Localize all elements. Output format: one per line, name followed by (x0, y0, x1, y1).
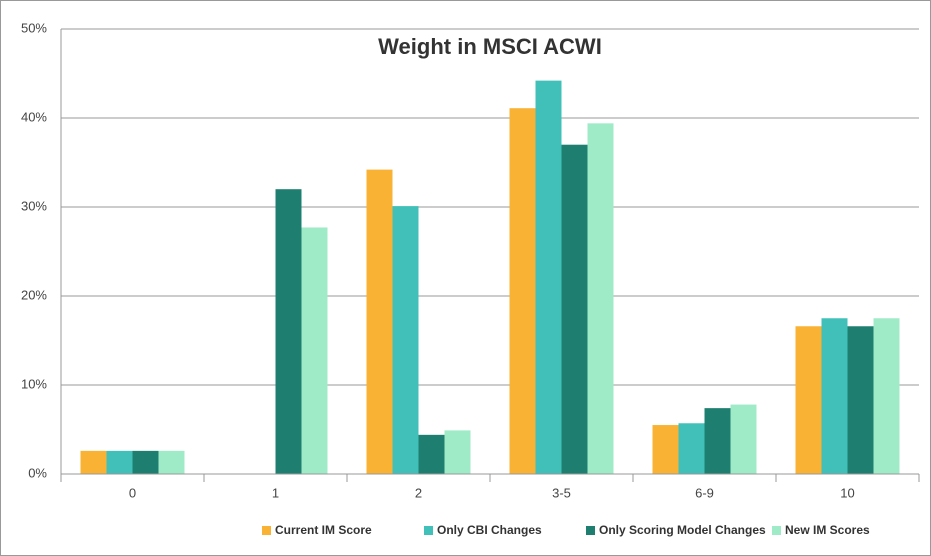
legend-swatch (262, 526, 271, 535)
bar (275, 189, 302, 474)
bar (730, 404, 757, 474)
bar (301, 227, 328, 474)
bar (704, 408, 731, 474)
chart-title: Weight in MSCI ACWI (378, 34, 602, 59)
bar (392, 206, 419, 475)
legend-swatch (772, 526, 781, 535)
legend-label: New IM Scores (785, 523, 870, 537)
bar (873, 318, 900, 474)
bar (678, 423, 705, 474)
bar (132, 450, 159, 474)
x-tick-label: 1 (272, 485, 279, 500)
y-tick-label: 0% (28, 465, 47, 480)
bar (418, 434, 445, 474)
legend-label: Only Scoring Model Changes (599, 523, 766, 537)
bar (106, 450, 133, 474)
bar (158, 450, 185, 474)
legend-swatch (586, 526, 595, 535)
y-tick-label: 50% (21, 20, 47, 35)
legend-label: Current IM Score (275, 523, 372, 537)
bar (652, 425, 679, 474)
x-tick-label: 10 (840, 485, 854, 500)
bar (587, 123, 614, 474)
x-tick-label: 0 (129, 485, 136, 500)
bar (561, 144, 588, 474)
bar (80, 450, 107, 474)
bar (847, 326, 874, 474)
legend-swatch (424, 526, 433, 535)
bar (535, 80, 562, 475)
x-tick-label: 3-5 (552, 485, 571, 500)
bar (444, 430, 471, 474)
bar (509, 108, 536, 475)
bar (795, 326, 822, 474)
x-tick-label: 2 (415, 485, 422, 500)
bar (821, 318, 848, 474)
y-tick-label: 20% (21, 287, 47, 302)
bar (366, 169, 393, 474)
y-tick-label: 40% (21, 109, 47, 124)
y-tick-label: 10% (21, 376, 47, 391)
legend-label: Only CBI Changes (437, 523, 542, 537)
y-tick-label: 30% (21, 198, 47, 213)
x-tick-label: 6-9 (695, 485, 714, 500)
